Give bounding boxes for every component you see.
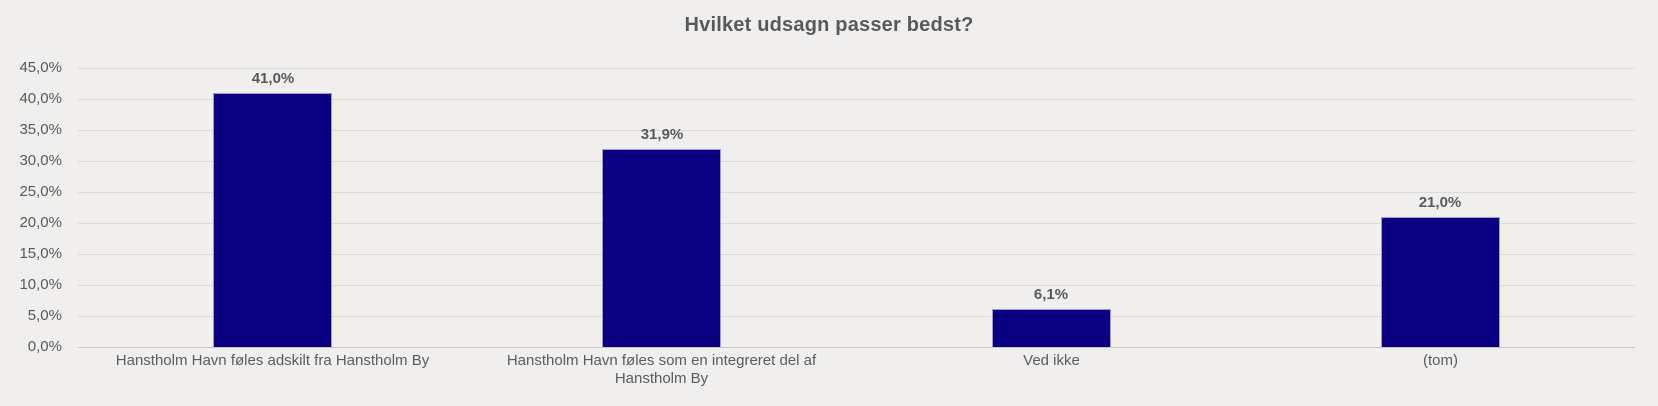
bar-value-label: 31,9% [640, 126, 684, 143]
gridline [78, 161, 1635, 162]
gridline [78, 192, 1635, 193]
y-axis-tick-label: 25,0% [19, 183, 62, 200]
y-axis-tick-label: 40,0% [19, 90, 62, 107]
gridline [78, 316, 1635, 317]
y-axis-tick-label: 5,0% [27, 307, 62, 324]
y-axis-tick-label: 30,0% [19, 152, 62, 169]
bar [213, 93, 332, 347]
gridline [78, 223, 1635, 224]
bar-value-label: 6,1% [1033, 286, 1069, 303]
bar [992, 309, 1111, 347]
x-axis-category-label: Hanstholm Havn føles adskilt fra Hanstho… [115, 352, 430, 369]
gridline [78, 347, 1635, 348]
bar [1381, 217, 1500, 347]
y-axis-tick-label: 0,0% [27, 338, 62, 355]
y-axis-tick-label: 20,0% [19, 214, 62, 231]
bar-value-label: 21,0% [1418, 194, 1462, 211]
y-axis: 0,0% 5,0% 10,0% 15,0% 20,0% 25,0% 30,0% 35,0% 40… [0, 59, 70, 355]
y-axis-tick-label: 10,0% [19, 276, 62, 293]
y-axis-tick-label: 35,0% [19, 121, 62, 138]
bar [602, 149, 721, 347]
x-axis-category-label: (tom) [1423, 352, 1458, 369]
y-axis-tick-label: 15,0% [19, 245, 62, 262]
x-axis: Hanstholm Havn føles adskilt fra Hanstho… [78, 352, 1635, 402]
plot-area: 41,0% 31,9% 6,1% 21,0% [78, 68, 1635, 348]
x-axis-category-label: Hanstholm Havn føles som en integreret d… [506, 352, 817, 387]
x-axis-category-label: Ved ikke [1023, 352, 1080, 369]
gridline [78, 68, 1635, 69]
y-axis-tick-label: 45,0% [19, 59, 62, 76]
chart-title: Hvilket udsagn passer bedst? [684, 14, 974, 36]
bar-value-label: 41,0% [251, 70, 295, 87]
gridline [78, 285, 1635, 286]
gridline [78, 130, 1635, 131]
gridline [78, 99, 1635, 100]
gridline [78, 254, 1635, 255]
